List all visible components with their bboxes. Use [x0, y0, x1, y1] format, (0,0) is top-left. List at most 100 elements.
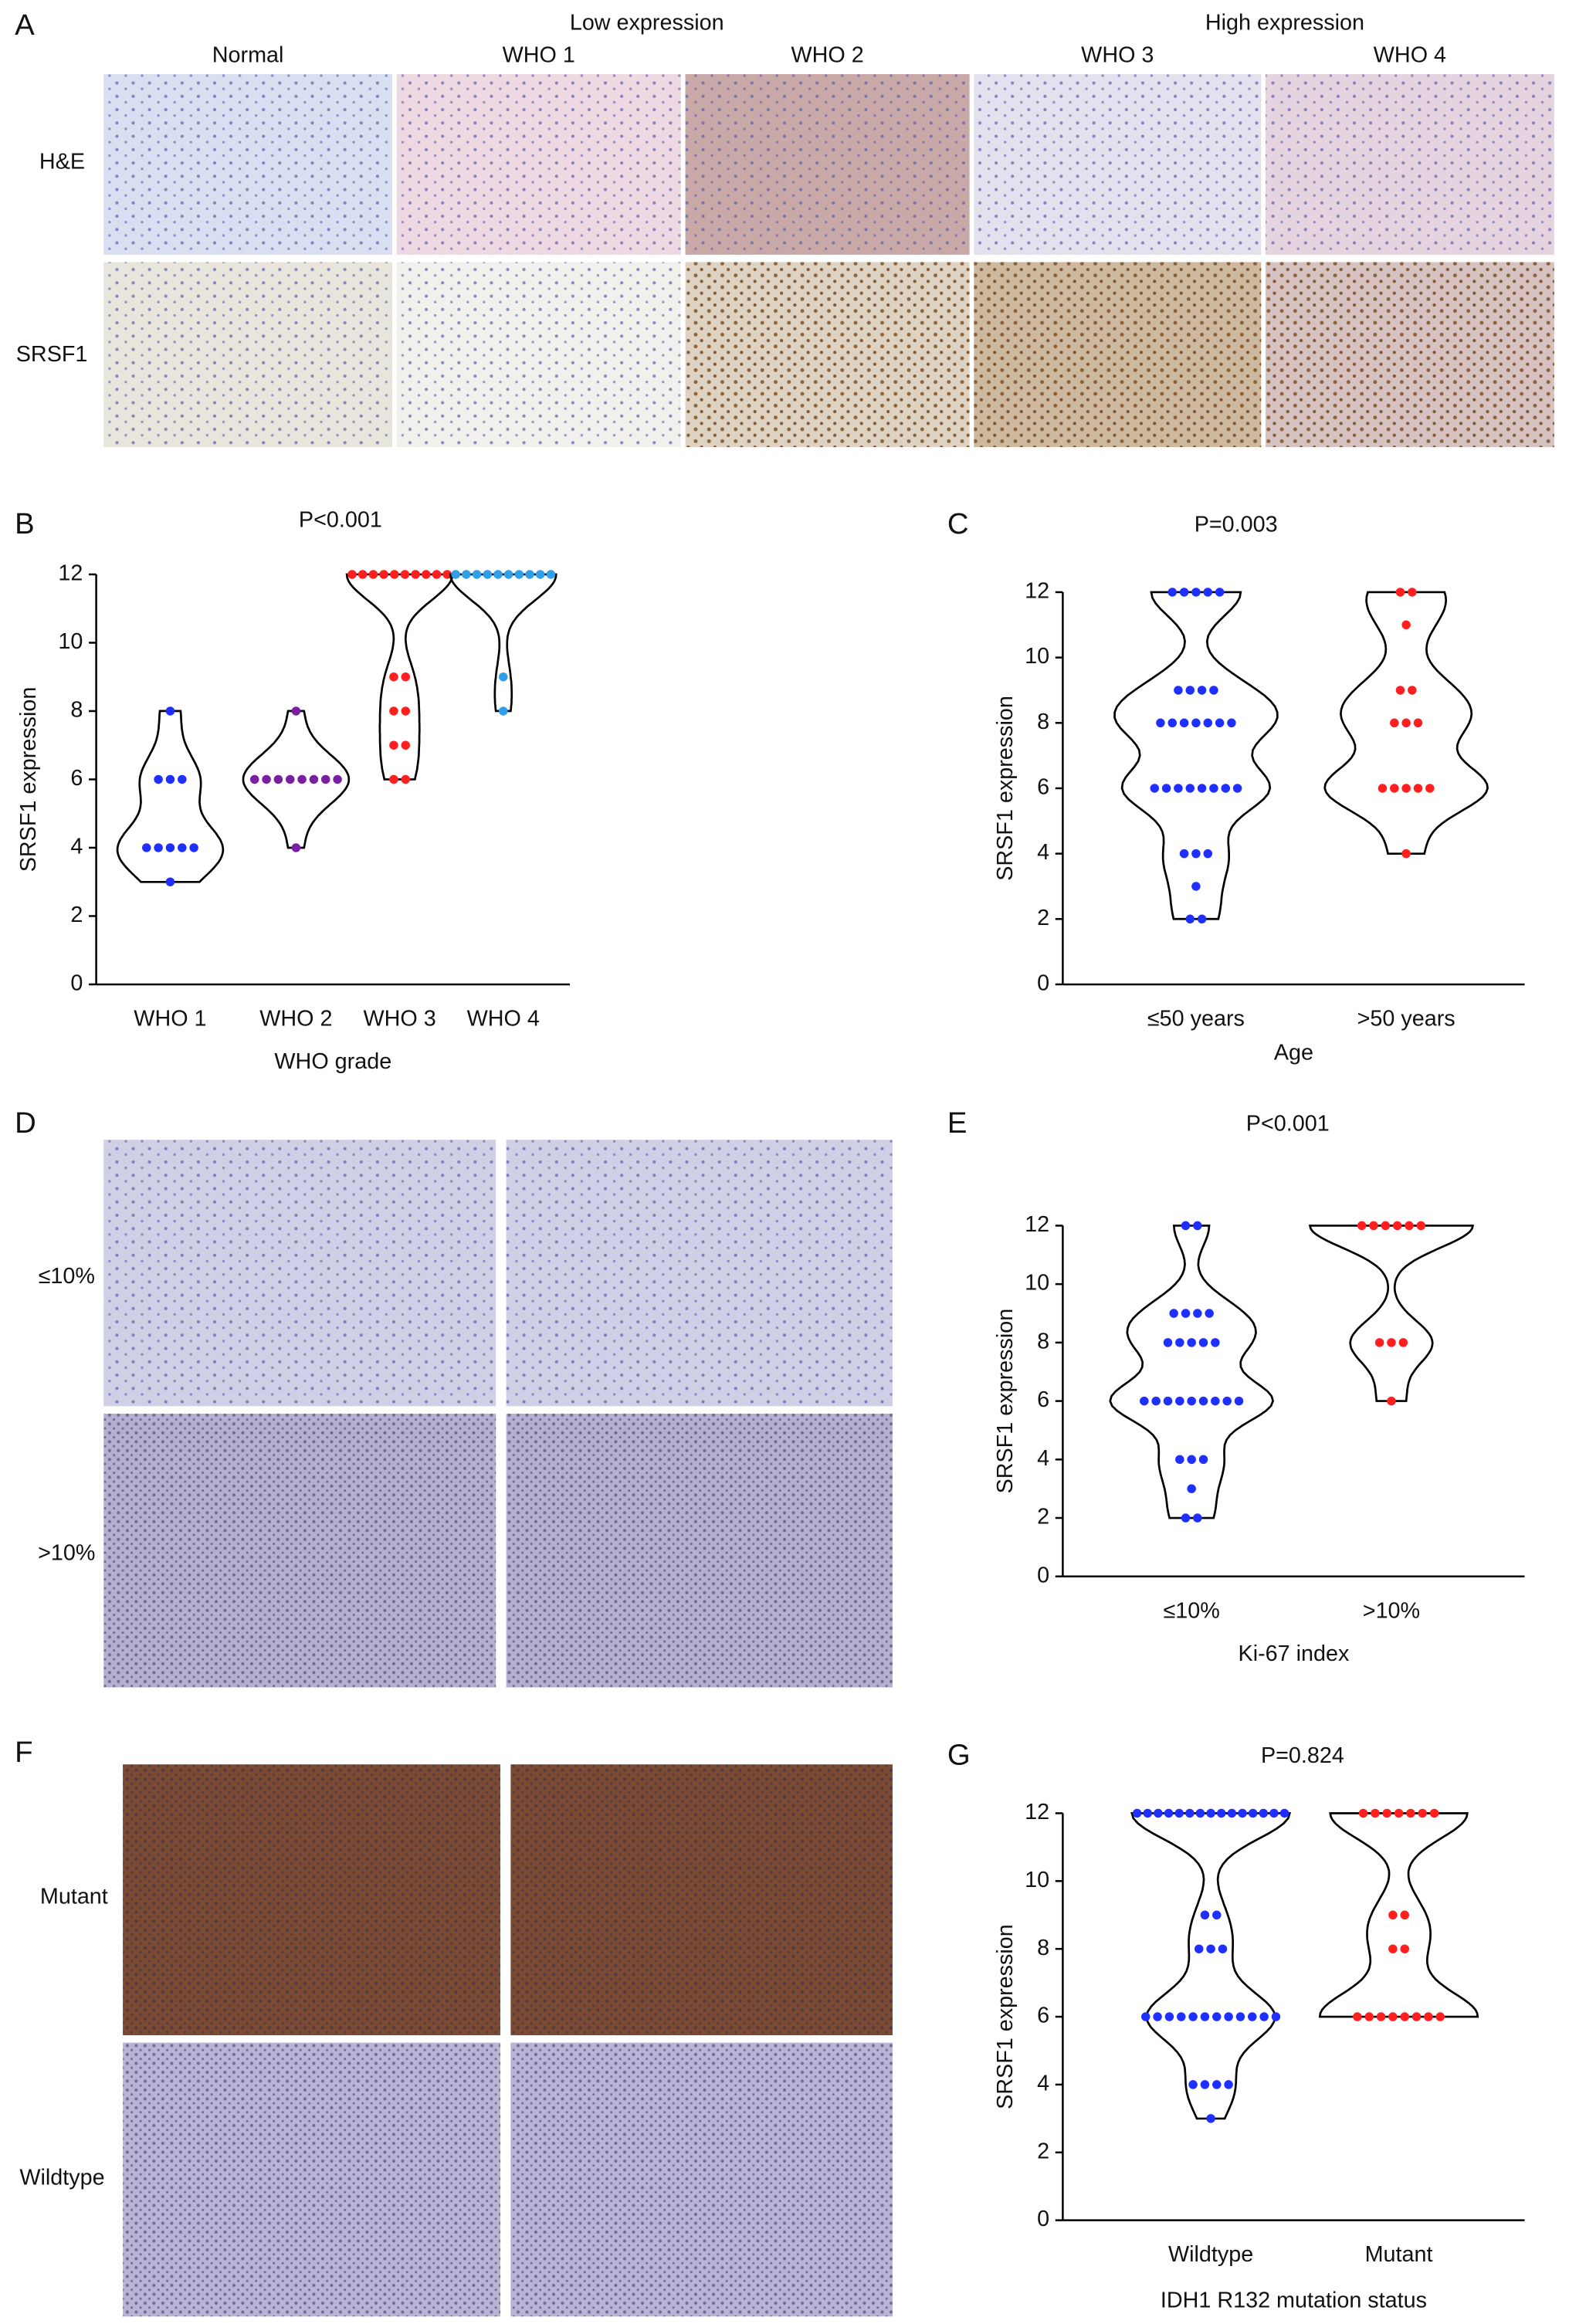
data-point	[451, 570, 460, 579]
data-point	[249, 774, 259, 784]
data-point	[1191, 588, 1201, 597]
data-point	[1215, 718, 1225, 728]
data-point	[1411, 2012, 1422, 2021]
panel-letter: C	[947, 507, 969, 540]
data-point	[154, 843, 163, 852]
data-point	[1416, 1221, 1426, 1231]
data-point	[1209, 784, 1218, 793]
y-axis-label: SRSF1 expression	[993, 1309, 1018, 1494]
data-point	[1156, 718, 1165, 728]
data-point	[1259, 2012, 1269, 2021]
data-point	[154, 774, 163, 784]
data-point	[422, 570, 431, 579]
data-point	[1161, 784, 1171, 793]
y-tick-label: 10	[58, 629, 83, 654]
data-point	[1224, 2080, 1233, 2089]
micrograph-texture	[123, 1764, 500, 2036]
data-point	[1212, 2080, 1222, 2089]
data-point	[483, 570, 492, 579]
data-point	[1188, 2080, 1198, 2089]
micrograph-texture	[506, 1413, 893, 1688]
micrograph-texture	[103, 262, 393, 448]
data-point	[1218, 1944, 1228, 1953]
data-point	[285, 774, 295, 784]
data-point	[1132, 1808, 1142, 1818]
data-point	[1406, 1808, 1415, 1818]
violin	[1113, 591, 1279, 920]
data-point	[1185, 784, 1195, 793]
micrograph-texture	[685, 74, 970, 255]
data-point	[1248, 1808, 1258, 1818]
violin	[116, 710, 225, 883]
data-point	[1390, 718, 1399, 728]
y-tick-label: 6	[1037, 2004, 1049, 2028]
data-point	[1413, 718, 1423, 728]
data-point	[1206, 1944, 1215, 1953]
data-point	[1413, 784, 1423, 793]
data-point	[1232, 784, 1242, 793]
data-point	[297, 774, 307, 784]
data-point	[1191, 849, 1201, 859]
data-point	[1418, 1808, 1427, 1818]
y-tick-label: 4	[1037, 2072, 1049, 2096]
violin	[1130, 1812, 1292, 2120]
data-point	[1259, 1808, 1269, 1818]
data-point	[1179, 849, 1189, 859]
data-point	[333, 774, 342, 784]
y-tick-label: 2	[1037, 906, 1049, 930]
data-point	[1197, 686, 1207, 695]
data-point	[1358, 1808, 1368, 1818]
panel-letter: A	[15, 8, 35, 42]
micrograph-texture	[1266, 74, 1554, 255]
data-point	[1179, 718, 1189, 728]
data-point	[1211, 1396, 1220, 1406]
data-point	[1388, 1910, 1398, 1920]
data-point	[1400, 1944, 1409, 1953]
data-point	[178, 774, 187, 784]
data-point	[1374, 1338, 1384, 1347]
micrograph-texture	[103, 1413, 496, 1688]
data-point	[291, 843, 301, 852]
data-point	[1387, 1338, 1396, 1347]
y-tick-label: 12	[1025, 579, 1049, 604]
data-point	[1429, 1808, 1439, 1818]
data-point	[1163, 1396, 1173, 1406]
group-label: High expression	[1205, 10, 1364, 35]
data-point	[1222, 1396, 1232, 1406]
data-point	[1387, 1396, 1396, 1406]
micrograph-texture	[1266, 262, 1554, 448]
data-point	[142, 843, 151, 852]
data-point	[1408, 588, 1417, 597]
data-point	[1269, 1808, 1279, 1818]
x-tick-label: >10%	[1363, 1598, 1420, 1623]
micrograph-texture	[103, 74, 393, 255]
x-tick-label: WHO 2	[259, 1007, 332, 1032]
data-point	[379, 570, 388, 579]
data-point	[1212, 2012, 1222, 2021]
data-point	[1394, 1808, 1404, 1818]
data-point	[1211, 1338, 1220, 1347]
data-point	[1234, 1396, 1244, 1406]
data-point	[1169, 1309, 1178, 1318]
data-point	[493, 570, 503, 579]
y-tick-label: 4	[1037, 1446, 1049, 1471]
data-point	[389, 570, 399, 579]
x-tick-label: >50 years	[1357, 1007, 1455, 1032]
y-tick-label: 0	[1037, 1563, 1049, 1587]
data-point	[546, 570, 556, 579]
row-label: >10%	[38, 1541, 95, 1566]
data-point	[1191, 718, 1201, 728]
data-point	[1401, 784, 1411, 793]
data-point	[525, 570, 534, 579]
data-point	[1212, 1910, 1222, 1920]
data-point	[1175, 1396, 1184, 1406]
row-label: Wildtype	[19, 2166, 104, 2190]
violin	[345, 573, 454, 781]
micrograph-texture	[685, 262, 970, 448]
data-point	[1216, 1808, 1226, 1818]
data-point	[1395, 588, 1405, 597]
data-point	[1388, 2012, 1398, 2021]
data-point	[1203, 849, 1213, 859]
data-point	[411, 570, 420, 579]
data-point	[1181, 1221, 1191, 1231]
